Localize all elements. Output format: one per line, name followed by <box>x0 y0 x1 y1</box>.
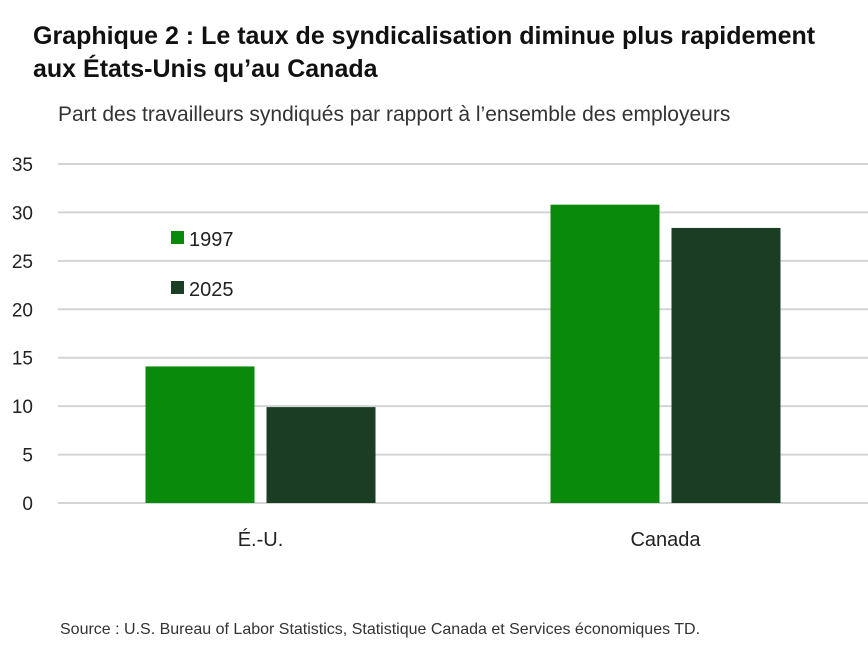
legend-swatch <box>171 231 184 244</box>
bar-2025-1 <box>671 227 781 503</box>
x-category-label: É.-U. <box>238 528 284 551</box>
bars <box>145 204 781 503</box>
legend-swatch <box>171 281 184 294</box>
source-note: Source : U.S. Bureau of Labor Statistics… <box>60 621 701 638</box>
chart-title: Graphique 2 : Le taux de syndicalisation… <box>33 22 816 83</box>
bar-1997-1 <box>550 204 660 503</box>
x-axis-category-labels: É.-U. Canada <box>238 528 702 551</box>
y-tick-label: 15 <box>12 349 33 370</box>
y-tick-label: 25 <box>12 252 33 273</box>
chart-subtitle: Part des travailleurs syndiqués par rapp… <box>58 103 731 126</box>
y-tick-label: 10 <box>12 397 33 418</box>
y-tick-label: 5 <box>22 446 33 467</box>
x-category-label: Canada <box>630 529 701 551</box>
y-tick-label: 35 <box>12 155 33 176</box>
legend-label: 2025 <box>189 279 234 301</box>
y-axis-tick-labels: 0 5 10 15 20 25 30 35 <box>12 155 33 515</box>
y-tick-label: 20 <box>12 300 33 321</box>
y-tick-label: 30 <box>12 203 33 224</box>
y-tick-label: 0 <box>22 494 33 515</box>
legend-label: 1997 <box>189 229 234 251</box>
legend: 1997 2025 <box>171 229 234 301</box>
bar-2025-0 <box>266 407 376 503</box>
bar-1997-0 <box>145 366 255 503</box>
